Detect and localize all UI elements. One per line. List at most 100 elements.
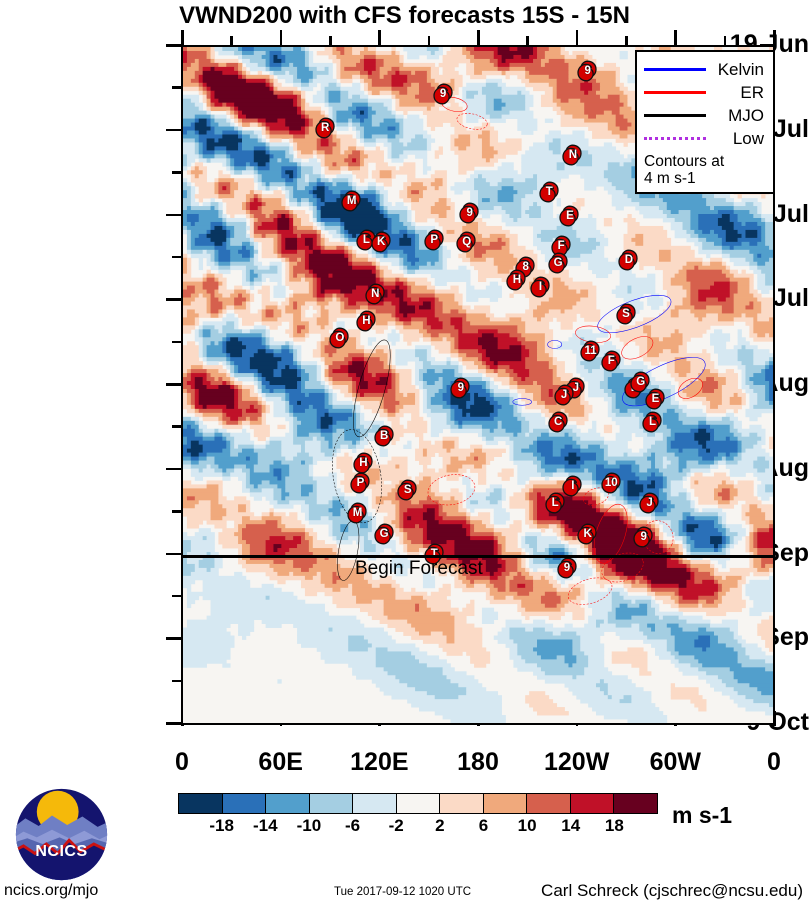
storm-symbol: 9 xyxy=(555,555,579,581)
colorbar-tick-label: 6 xyxy=(478,816,489,835)
y-minor-tick xyxy=(172,255,182,259)
storm-symbol: E xyxy=(643,386,667,412)
storm-symbol: 9 xyxy=(575,58,599,84)
legend-row: ER xyxy=(644,81,766,104)
colorbar-swatch xyxy=(309,794,354,813)
storm-symbol: P xyxy=(422,227,446,253)
storm-symbol: L xyxy=(640,409,664,435)
x-tick-label: 0 xyxy=(767,748,781,776)
footer-timestamp: Tue 2017-09-12 1020 UTC xyxy=(334,886,472,898)
legend-label: Kelvin xyxy=(717,60,764,79)
x-minor-tick xyxy=(526,36,529,45)
colorbar-swatch xyxy=(266,794,310,813)
storm-symbol: P xyxy=(348,470,372,496)
footer-author: Carl Schreck (cjschrec@ncsu.edu) xyxy=(541,881,803,900)
colorbar-unit-label: m s-1 xyxy=(672,802,733,828)
y-minor-tick xyxy=(172,86,182,89)
x-tick-label: 120E xyxy=(350,748,409,776)
storm-symbol: T xyxy=(537,179,561,205)
contour-note-line2: 4 m s-1 xyxy=(644,170,696,187)
colorbar-swatch xyxy=(353,794,397,813)
y-tick-mark xyxy=(166,44,182,47)
y-tick-mark xyxy=(166,383,182,386)
storm-symbol: H xyxy=(354,308,378,334)
colorbar-swatch xyxy=(396,794,441,813)
y-tick-mark xyxy=(166,213,182,216)
storm-symbol: 10 xyxy=(599,470,623,496)
y-minor-tick xyxy=(172,594,182,598)
colorbar xyxy=(178,793,658,814)
colorbar-swatch xyxy=(440,794,484,813)
begin-forecast-line xyxy=(183,554,773,558)
storm-symbol: 9 xyxy=(448,375,472,401)
legend-line-swatch xyxy=(644,91,706,94)
y-minor-tick xyxy=(172,679,182,683)
storm-symbol: F xyxy=(599,348,623,374)
x-minor-tick xyxy=(625,36,628,45)
y-tick-mark xyxy=(166,128,182,132)
contour-note-line1: Contours at xyxy=(644,153,725,170)
y-tick-mark xyxy=(166,298,182,301)
x-minor-tick xyxy=(427,36,431,45)
storm-symbol: B xyxy=(372,423,396,449)
storm-symbol: R xyxy=(313,115,337,141)
colorbar-tick-label: 14 xyxy=(561,816,581,835)
legend-line-swatch xyxy=(644,137,706,140)
storm-symbol: M xyxy=(345,500,369,526)
colorbar-swatch xyxy=(614,794,658,813)
storm-symbol: Q xyxy=(454,229,478,255)
colorbar-tick-label: -14 xyxy=(252,816,278,835)
begin-forecast-label: Begin Forecast xyxy=(355,557,483,579)
x-tick-mark xyxy=(773,30,776,45)
storm-symbol: I xyxy=(528,274,552,300)
storm-symbol: L xyxy=(543,490,567,516)
colorbar-tick-label: -10 xyxy=(296,816,322,835)
colorbar-tick-label: 10 xyxy=(517,816,537,835)
x-tick-mark xyxy=(181,30,184,45)
x-tick-label: 180 xyxy=(457,748,499,776)
x-minor-tick xyxy=(723,36,727,45)
colorbar-tick-label: -2 xyxy=(388,816,404,835)
storm-symbol: G xyxy=(546,250,570,276)
page-title: VWND200 with CFS forecasts 15S - 15N xyxy=(179,2,630,29)
y-minor-tick xyxy=(172,425,182,428)
storm-symbol: C xyxy=(546,409,570,435)
x-tick-label: 60E xyxy=(258,748,303,776)
storm-symbol: G xyxy=(372,521,396,547)
y-tick-mark xyxy=(166,552,182,555)
x-tick-label: 120W xyxy=(544,748,610,776)
legend-line-swatch xyxy=(644,114,706,117)
x-tick-label: 0 xyxy=(175,748,189,776)
colorbar-tick-label: -18 xyxy=(209,816,234,835)
storm-symbol: S xyxy=(614,301,638,327)
footer-site-link[interactable]: ncics.org/mjo xyxy=(4,882,99,899)
legend-line-swatch xyxy=(644,68,706,71)
storm-symbol: J xyxy=(552,382,576,408)
x-minor-tick xyxy=(230,36,233,45)
storm-symbol: 9 xyxy=(457,200,481,226)
y-tick-mark xyxy=(166,467,182,471)
storm-symbol: D xyxy=(616,247,640,273)
legend-label: MJO xyxy=(728,106,764,125)
storm-symbol: 9 xyxy=(431,81,455,107)
y-minor-tick xyxy=(172,510,182,513)
colorbar-tick-label: -6 xyxy=(344,816,361,835)
x-tick-mark xyxy=(279,30,283,45)
x-tick-mark xyxy=(674,30,677,45)
legend-label: Low xyxy=(732,129,764,148)
storm-symbol: J xyxy=(637,490,661,516)
colorbar-swatch xyxy=(570,794,615,813)
storm-symbol: H xyxy=(504,267,528,293)
ncics-logo xyxy=(15,788,108,881)
y-tick-mark xyxy=(166,637,182,640)
storm-symbol: E xyxy=(557,203,581,229)
legend-row: MJO xyxy=(644,104,766,127)
wave-legend: Kelvin ER MJO Low Contours at 4 m s-1 xyxy=(635,50,775,194)
storm-symbol: O xyxy=(327,325,351,351)
x-tick-mark xyxy=(575,30,579,45)
x-tick-mark xyxy=(378,30,381,45)
storm-symbol: N xyxy=(363,281,387,307)
storm-symbol: M xyxy=(339,188,363,214)
legend-label: ER xyxy=(740,83,764,102)
colorbar-tick-label: 2 xyxy=(435,816,445,835)
